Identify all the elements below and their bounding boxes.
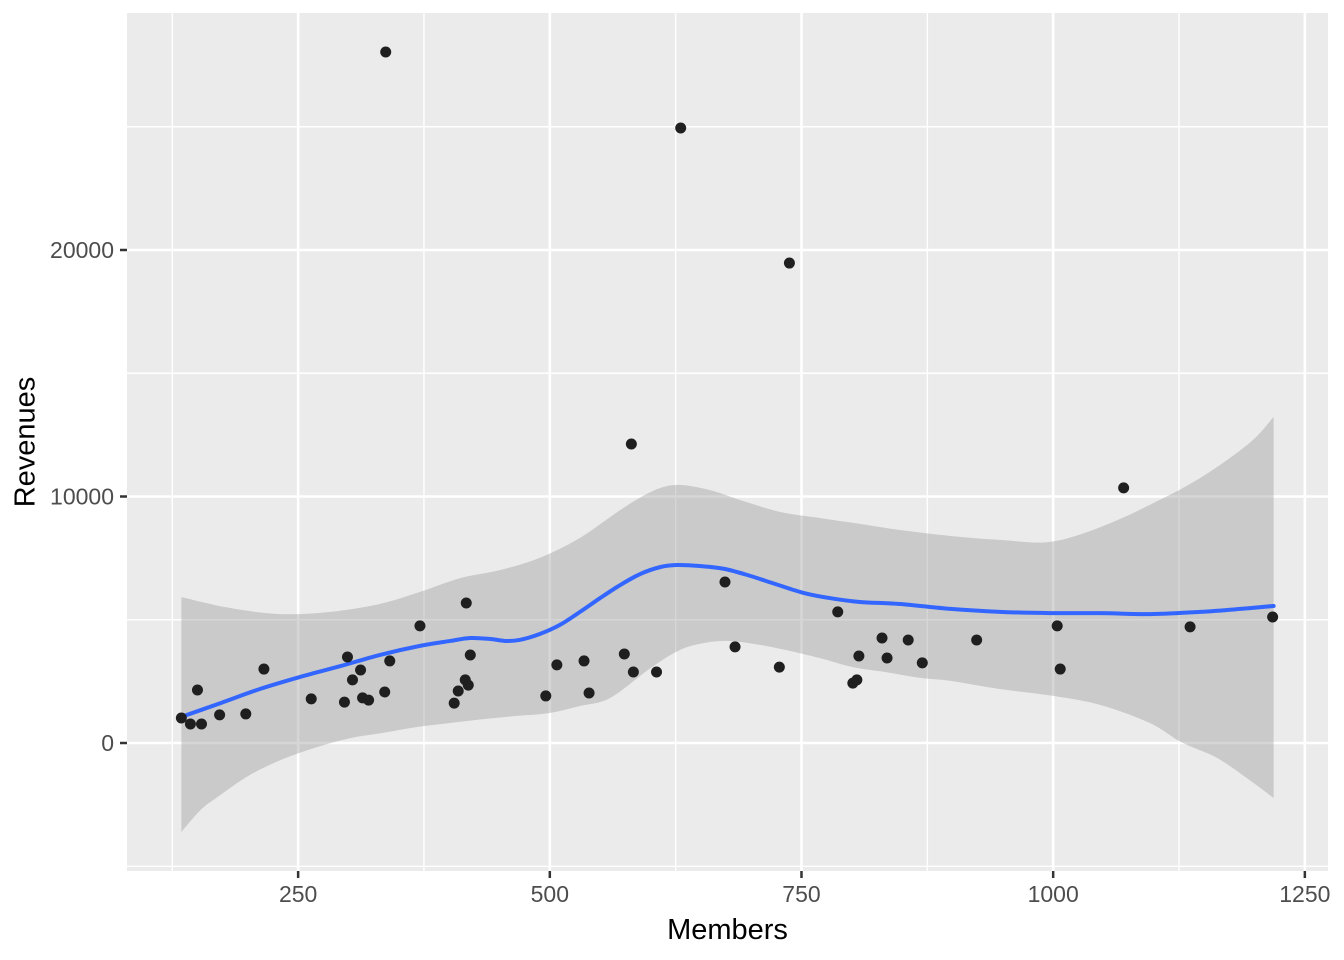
data-point: [551, 659, 563, 671]
data-point: [464, 649, 476, 661]
smooth-line: [179, 563, 1276, 719]
data-point: [380, 46, 392, 58]
data-point: [379, 686, 391, 698]
data-point: [1054, 663, 1066, 675]
data-point: [902, 634, 914, 646]
data-point: [414, 620, 426, 632]
data-point: [175, 712, 187, 724]
data-point: [448, 697, 460, 709]
data-point: [214, 709, 226, 721]
data-point: [363, 694, 375, 706]
data-point: [341, 651, 353, 663]
data-point: [832, 606, 844, 618]
data-point: [338, 696, 350, 708]
data-point: [384, 655, 396, 667]
data-point: [1118, 482, 1130, 494]
data-point: [240, 708, 252, 720]
data-point: [618, 648, 630, 660]
data-point: [583, 687, 595, 699]
data-point: [195, 718, 207, 730]
data-point: [452, 685, 464, 697]
data-point: [1267, 611, 1279, 623]
data-point: [881, 652, 893, 664]
panel-background: [127, 13, 1328, 871]
data-point: [1051, 620, 1063, 632]
data-point: [625, 438, 637, 450]
data-point: [675, 122, 687, 134]
x-tick-label: 500: [531, 881, 569, 907]
data-point: [1184, 621, 1196, 633]
data-point: [462, 679, 474, 691]
data-point: [258, 663, 270, 675]
x-tick-label: 750: [782, 881, 820, 907]
data-point: [540, 690, 552, 702]
confidence-ribbon: [181, 416, 1274, 833]
data-point: [729, 641, 741, 653]
data-point: [651, 666, 663, 678]
x-axis-title: Members: [667, 914, 788, 946]
data-point: [184, 718, 196, 730]
data-point: [355, 664, 367, 676]
x-tick-label: 250: [279, 881, 317, 907]
data-point: [191, 684, 203, 696]
y-axis-title: Revenues: [9, 376, 42, 508]
data-point: [773, 661, 785, 673]
x-tick-label: 1250: [1279, 881, 1330, 907]
data-point: [851, 674, 863, 686]
data-point: [347, 674, 359, 686]
data-point: [853, 650, 865, 662]
y-tick-label: 10000: [50, 484, 114, 510]
x-tick-label: 1000: [1028, 881, 1079, 907]
data-point: [783, 257, 795, 269]
data-point: [460, 597, 472, 609]
y-tick-label: 20000: [50, 237, 114, 263]
data-point: [305, 693, 317, 705]
data-point: [719, 576, 731, 588]
data-point: [578, 655, 590, 667]
data-point: [876, 632, 888, 644]
data-point: [916, 657, 928, 669]
data-point: [971, 634, 983, 646]
data-point: [627, 666, 639, 678]
y-tick-label: 0: [101, 730, 114, 756]
